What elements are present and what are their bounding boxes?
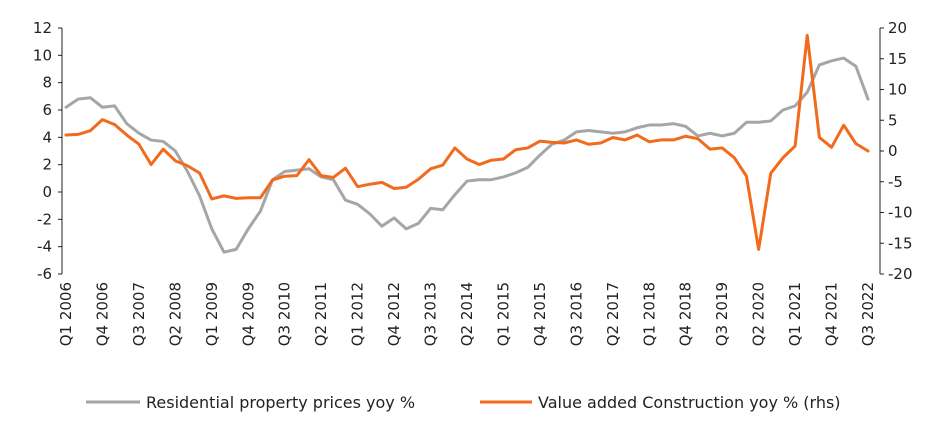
x-axis: Q1 2006 Q4 2006 Q3 2007 Q2 2008 Q1 2009 Q4 20… xyxy=(57,282,877,346)
legend: Residential property prices yoy % Value … xyxy=(86,393,841,412)
x-tick-label: Q1 2009 xyxy=(203,282,221,346)
legend-label-construction: Value added Construction yoy % (rhs) xyxy=(538,393,841,412)
x-tick-label: Q3 2007 xyxy=(130,282,148,346)
left-tick-label: 4 xyxy=(42,128,52,146)
left-tick-label: -4 xyxy=(37,238,52,256)
x-tick-label: Q3 2019 xyxy=(713,282,731,346)
x-tick-label: Q2 2020 xyxy=(750,282,768,346)
x-tick-label: Q2 2014 xyxy=(458,282,476,346)
x-tick-label: Q1 2015 xyxy=(494,282,512,346)
right-tick-label: -10 xyxy=(888,204,913,222)
left-tick-label: 0 xyxy=(42,183,52,201)
right-tick-label: 20 xyxy=(888,19,907,37)
series-line-residential-prices xyxy=(64,56,870,254)
left-tick-label: 10 xyxy=(33,46,52,64)
left-tick-label: 6 xyxy=(42,101,52,119)
x-tick-label: Q4 2015 xyxy=(531,282,549,346)
left-axis: -6 -4 -2 0 2 4 6 8 10 12 xyxy=(33,19,63,283)
x-tick-label: Q1 2006 xyxy=(57,282,75,346)
x-tick-label: Q2 2011 xyxy=(312,282,330,346)
x-tick-label: Q3 2013 xyxy=(422,282,440,346)
x-tick-label: Q3 2016 xyxy=(567,282,585,346)
right-tick-label: 10 xyxy=(888,81,907,99)
right-tick-label: 0 xyxy=(888,142,898,160)
right-tick-label: 5 xyxy=(888,111,898,129)
left-tick-label: 2 xyxy=(42,156,52,174)
right-tick-label: 15 xyxy=(888,50,907,68)
left-tick-label: -2 xyxy=(37,210,52,228)
x-tick-label: Q1 2012 xyxy=(349,282,367,346)
right-axis: -20 -15 -10 -5 0 5 10 15 20 xyxy=(879,19,913,283)
left-tick-label: -6 xyxy=(37,265,52,283)
left-tick-label: 8 xyxy=(42,74,52,92)
x-tick-label: Q2 2008 xyxy=(166,282,184,346)
right-tick-label: -5 xyxy=(888,173,903,191)
x-tick-label: Q1 2021 xyxy=(786,282,804,346)
series-layer xyxy=(64,33,870,254)
series-line-construction-value-added xyxy=(64,33,870,251)
x-tick-label: Q4 2021 xyxy=(823,282,841,346)
x-tick-label: Q3 2010 xyxy=(276,282,294,346)
x-tick-label: Q4 2009 xyxy=(239,282,257,346)
x-tick-label: Q4 2006 xyxy=(93,282,111,346)
x-tick-label: Q4 2018 xyxy=(677,282,695,346)
x-tick-label: Q1 2018 xyxy=(640,282,658,346)
legend-label-residential: Residential property prices yoy % xyxy=(146,393,415,412)
right-tick-label: -20 xyxy=(888,265,913,283)
x-tick-label: Q3 2022 xyxy=(859,282,877,346)
x-tick-label: Q4 2012 xyxy=(385,282,403,346)
x-tick-label: Q2 2017 xyxy=(604,282,622,346)
left-tick-label: 12 xyxy=(33,19,52,37)
right-tick-label: -15 xyxy=(888,234,913,252)
